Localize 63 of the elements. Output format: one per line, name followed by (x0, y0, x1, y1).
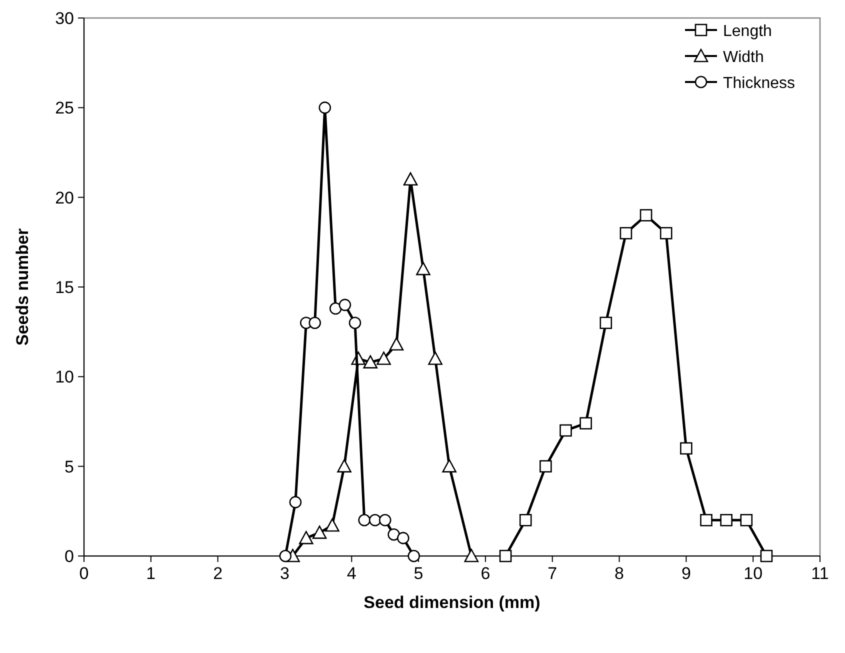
point (740, 514, 753, 526)
x-tick-label: 2 (213, 564, 223, 583)
point (388, 528, 400, 541)
point (368, 514, 382, 526)
point (308, 316, 321, 330)
point (298, 530, 314, 544)
point (318, 102, 332, 114)
point (358, 514, 370, 526)
y-tick-label: 15 (55, 278, 74, 297)
x-tick-label: 1 (146, 564, 156, 583)
y-tick-label: 30 (55, 9, 74, 28)
point (416, 262, 430, 276)
x-tick-label: 6 (480, 564, 490, 583)
x-tick-label: 7 (548, 564, 558, 583)
point (760, 550, 773, 562)
point (363, 355, 378, 368)
point (700, 514, 712, 526)
point (680, 442, 692, 455)
x-tick-label: 0 (79, 564, 89, 583)
point (397, 532, 410, 544)
point (620, 227, 632, 240)
point (408, 550, 420, 562)
point (378, 514, 392, 526)
x-tick-label: 5 (414, 564, 424, 583)
y-tick-label: 10 (55, 368, 74, 387)
y-tick-label: 0 (64, 547, 74, 566)
point (428, 352, 442, 365)
point (329, 302, 342, 315)
legend-label: Thickness (723, 75, 796, 92)
legend-label: Width (723, 49, 764, 66)
point (389, 337, 404, 351)
x-tick-label: 10 (744, 564, 763, 583)
point (499, 550, 512, 562)
point (325, 518, 340, 532)
y-tick-label: 20 (55, 188, 74, 208)
point (720, 514, 732, 526)
point (464, 548, 479, 562)
legend-label: Length (723, 23, 772, 40)
x-axis-title: Seed dimension (mm) (364, 593, 540, 612)
point (289, 496, 302, 508)
point (560, 424, 572, 437)
point (376, 352, 391, 365)
y-tick-label: 5 (64, 457, 74, 476)
y-tick-label: 25 (55, 98, 74, 118)
point (312, 526, 327, 539)
point (348, 316, 362, 330)
point (600, 316, 612, 330)
x-tick-label: 3 (280, 564, 290, 583)
point (337, 459, 352, 472)
x-tick-label: 8 (614, 564, 624, 583)
x-tick-label: 9 (681, 564, 691, 583)
point (519, 514, 532, 526)
point (279, 550, 292, 562)
point (640, 209, 652, 222)
x-tick-label: 4 (346, 564, 356, 583)
point (540, 460, 552, 472)
x-tick-label: 11 (811, 564, 829, 583)
point (442, 459, 456, 472)
y-axis-title: Seeds number (13, 228, 32, 346)
point (660, 227, 672, 240)
point (338, 298, 352, 312)
point (580, 417, 592, 430)
point (403, 172, 418, 186)
